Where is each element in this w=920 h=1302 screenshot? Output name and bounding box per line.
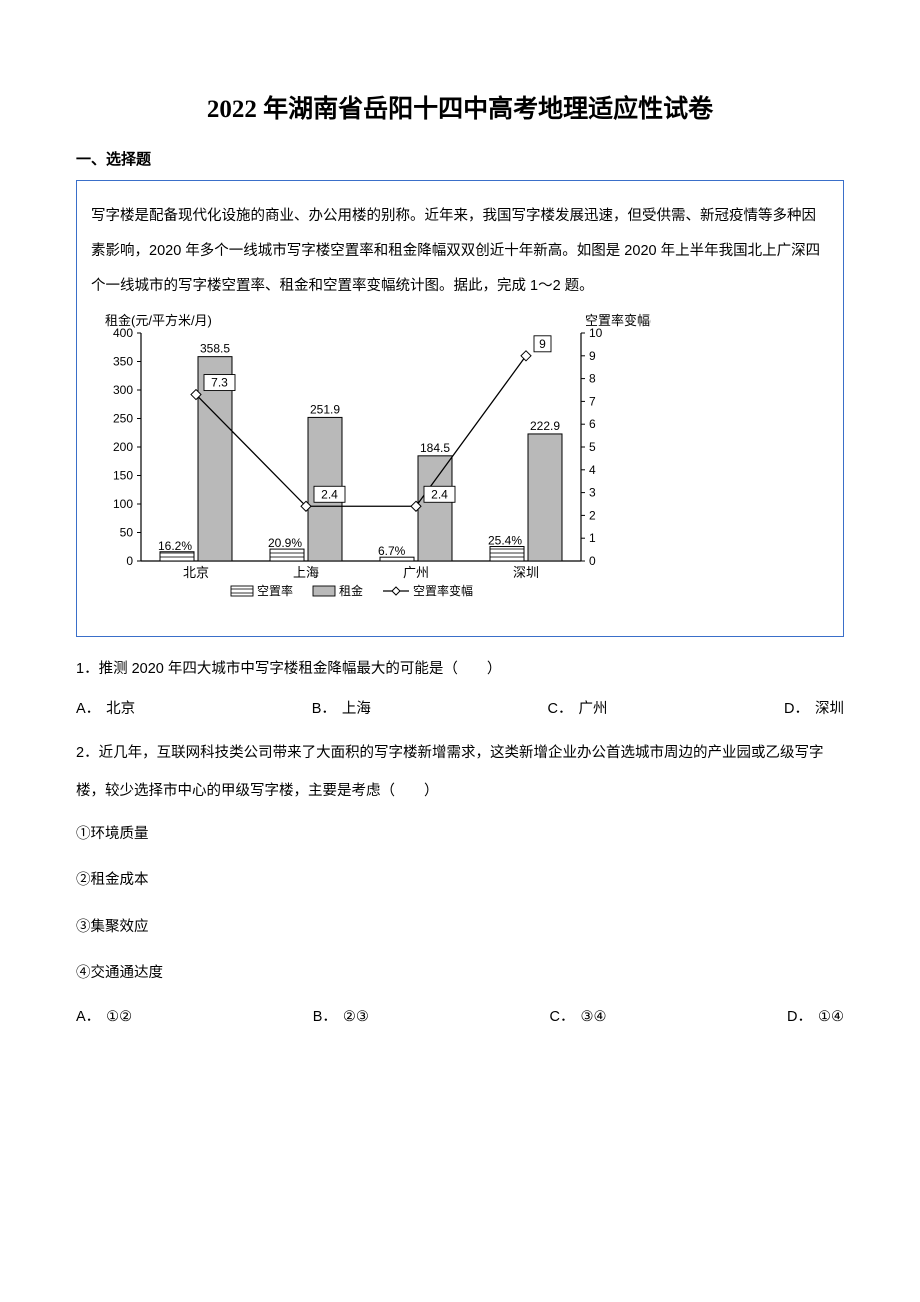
q2-option-a: A．①② (76, 1006, 132, 1029)
svg-text:20.9%: 20.9% (268, 536, 302, 550)
q2-option-c-text: ③④ (580, 1009, 606, 1025)
question-1-prompt: 1．推测 2020 年四大城市中写字楼租金降幅最大的可能是（ ） (76, 651, 844, 689)
svg-text:2.4: 2.4 (321, 488, 338, 502)
q2-option-c: C．③④ (549, 1006, 606, 1029)
svg-text:7: 7 (589, 395, 596, 409)
q2-factor-2: ②租金成本 (76, 857, 844, 903)
q1-option-c-text: 广州 (578, 701, 607, 717)
svg-text:8: 8 (589, 372, 596, 386)
q2-option-d: D．①④ (787, 1006, 844, 1029)
svg-text:350: 350 (113, 355, 133, 369)
svg-text:400: 400 (113, 326, 133, 340)
q2-option-b: B．②③ (313, 1006, 369, 1029)
q2-factor-3: ③集聚效应 (76, 904, 844, 950)
svg-text:250: 250 (113, 412, 133, 426)
svg-text:10: 10 (589, 326, 603, 340)
svg-text:3: 3 (589, 486, 596, 500)
q2-option-d-text: ①④ (818, 1009, 844, 1025)
question-2-factors: ①环境质量 ②租金成本 ③集聚效应 ④交通通达度 (76, 811, 844, 997)
section-header: 一、选择题 (76, 148, 844, 172)
q1-option-d: D．深圳 (784, 698, 844, 721)
svg-text:16.2%: 16.2% (158, 539, 192, 553)
svg-text:9: 9 (539, 337, 546, 351)
svg-text:0: 0 (126, 554, 133, 568)
q2-option-b-text: ②③ (343, 1009, 369, 1025)
q1-option-b-text: 上海 (342, 701, 371, 717)
svg-text:2.4: 2.4 (431, 488, 448, 502)
svg-text:2: 2 (589, 509, 596, 523)
svg-text:空置率变幅: 空置率变幅 (413, 583, 473, 598)
q2-option-a-text: ①② (106, 1009, 132, 1025)
q1-option-b: B．上海 (312, 698, 371, 721)
svg-text:251.9: 251.9 (310, 403, 340, 417)
context-box: 写字楼是配备现代化设施的商业、办公用楼的别称。近年来，我国写字楼发展迅速，但受供… (76, 180, 844, 637)
q1-option-a: A．北京 (76, 698, 135, 721)
svg-text:222.9: 222.9 (530, 419, 560, 433)
svg-text:1: 1 (589, 532, 596, 546)
svg-text:租金: 租金 (339, 583, 363, 598)
q1-option-d-text: 深圳 (815, 701, 844, 717)
svg-text:200: 200 (113, 440, 133, 454)
context-text: 写字楼是配备现代化设施的商业、办公用楼的别称。近年来，我国写字楼发展迅速，但受供… (91, 199, 829, 303)
svg-text:358.5: 358.5 (200, 342, 230, 356)
svg-text:0: 0 (589, 554, 596, 568)
svg-text:300: 300 (113, 383, 133, 397)
question-2-prompt: 2．近几年，互联网科技类公司带来了大面积的写字楼新增需求，这类新增企业办公首选城… (76, 735, 844, 810)
svg-text:空置率: 空置率 (257, 583, 293, 598)
question-2-options: A．①② B．②③ C．③④ D．①④ (76, 1006, 844, 1029)
chart-svg: 租金(元/平方米/月)空置率变幅(%)050100150200250300350… (91, 311, 651, 621)
svg-text:5: 5 (589, 440, 596, 454)
svg-text:6.7%: 6.7% (378, 545, 406, 559)
svg-text:6: 6 (589, 418, 596, 432)
svg-text:100: 100 (113, 497, 133, 511)
svg-text:深圳: 深圳 (513, 565, 539, 580)
page-title: 2022 年湖南省岳阳十四中高考地理适应性试卷 (76, 90, 844, 130)
svg-text:9: 9 (589, 349, 596, 363)
q2-factor-4: ④交通通达度 (76, 950, 844, 996)
svg-text:184.5: 184.5 (420, 441, 450, 455)
question-1-options: A．北京 B．上海 C．广州 D．深圳 (76, 698, 844, 721)
svg-text:上海: 上海 (293, 565, 319, 580)
svg-text:4: 4 (589, 463, 596, 477)
q1-option-a-text: 北京 (106, 701, 135, 717)
svg-text:7.3: 7.3 (211, 376, 228, 390)
svg-text:北京: 北京 (183, 565, 209, 580)
svg-text:50: 50 (120, 526, 134, 540)
office-chart: 租金(元/平方米/月)空置率变幅(%)050100150200250300350… (91, 311, 829, 629)
q1-option-c: C．广州 (547, 698, 607, 721)
svg-text:25.4%: 25.4% (488, 534, 522, 548)
q2-factor-1: ①环境质量 (76, 811, 844, 857)
svg-text:150: 150 (113, 469, 133, 483)
svg-text:广州: 广州 (403, 565, 429, 580)
